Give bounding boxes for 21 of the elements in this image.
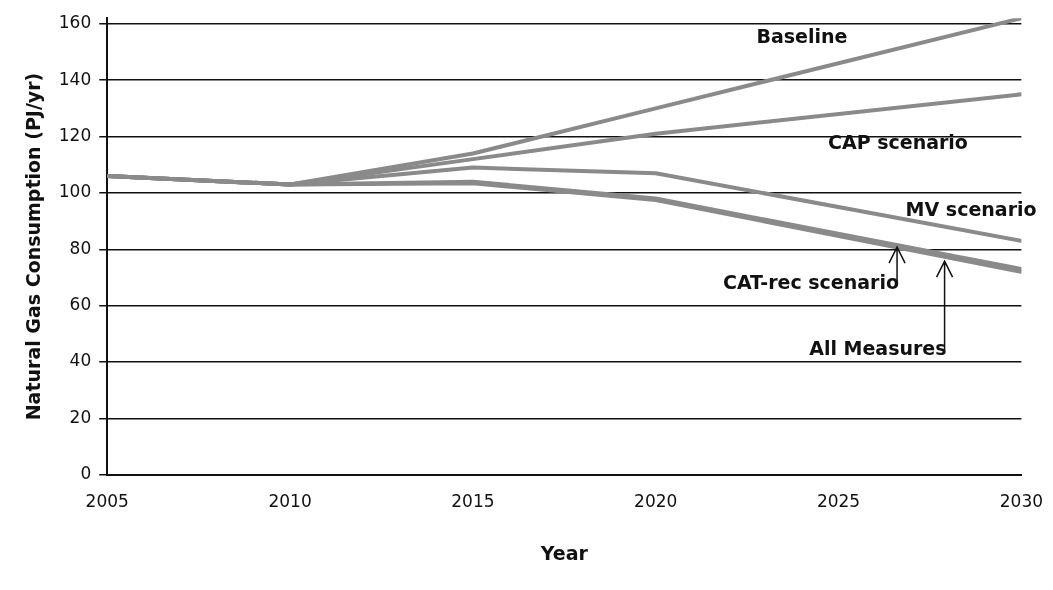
y-tick-label: 160: [58, 12, 92, 33]
series-label: Baseline: [756, 25, 848, 48]
y-tick-label: 20: [69, 406, 92, 427]
y-tick-label: 0: [80, 463, 92, 484]
x-tick-label: 2020: [634, 491, 678, 512]
y-tick-label: 100: [58, 181, 92, 202]
x-tick-label: 2010: [268, 491, 312, 512]
y-tick-label: 80: [69, 237, 92, 258]
series-label: MV scenario: [905, 198, 1037, 221]
x-tick-label: 2030: [999, 491, 1043, 512]
annotation: All Measures: [809, 337, 947, 360]
y-tick-label: 60: [69, 294, 92, 315]
y-tick-label: 40: [69, 350, 92, 371]
x-axis-title: Year: [539, 541, 589, 564]
annotation: CAT-rec scenario: [722, 271, 900, 294]
y-tick-label: 120: [58, 125, 92, 145]
y-tick-label: 140: [58, 68, 92, 89]
x-tick-label: 2025: [816, 491, 861, 512]
y-axis-title: Natural Gas Consumption (PJ/yr): [22, 72, 45, 421]
x-tick-label: 2015: [451, 491, 495, 512]
x-tick-label: 2005: [85, 491, 129, 512]
